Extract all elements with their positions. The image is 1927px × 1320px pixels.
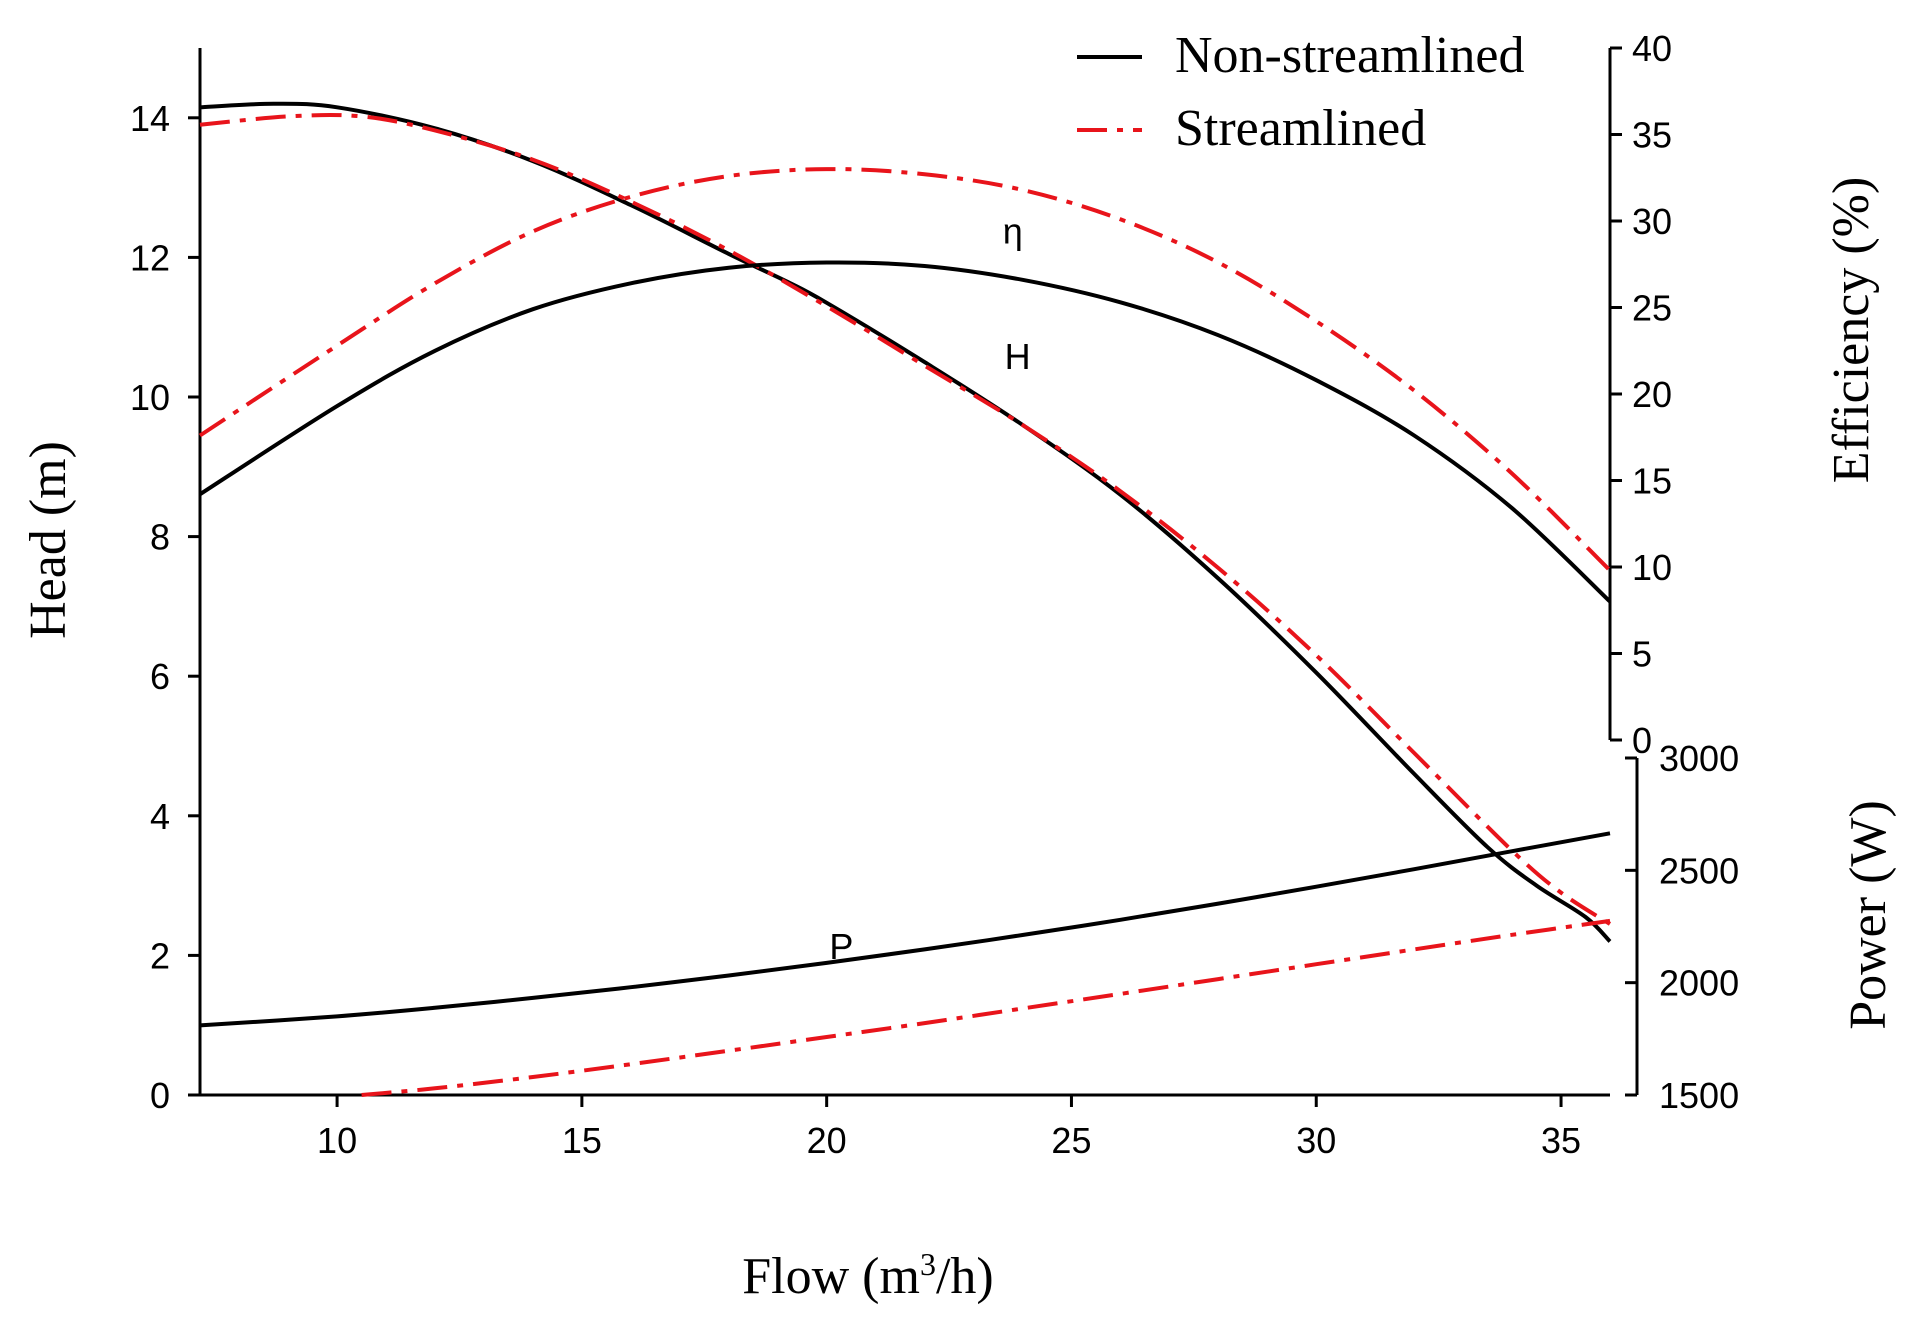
head-axis-title: Head (m) xyxy=(20,441,77,639)
power-tick-label: 1500 xyxy=(1659,1075,1739,1116)
x-tick-label: 20 xyxy=(807,1120,847,1161)
power-tick-label: 2000 xyxy=(1659,963,1739,1004)
head-tick-label: 12 xyxy=(130,237,170,278)
efficiency-tick-label: 0 xyxy=(1632,720,1652,761)
efficiency-tick-label: 25 xyxy=(1632,288,1672,329)
head-tick-label: 4 xyxy=(150,796,170,837)
head-tick-label: 10 xyxy=(130,377,170,418)
head-tick-label: 2 xyxy=(150,935,170,976)
head-tick-label: 14 xyxy=(130,98,170,139)
x-tick-label: 15 xyxy=(562,1120,602,1161)
power-axis-title: Power (W) xyxy=(1840,800,1897,1030)
streamlined-head-curve xyxy=(199,112,1612,926)
head-tick-label: 6 xyxy=(150,656,170,697)
efficiency-tick-label: 20 xyxy=(1632,374,1672,415)
streamlined-power-curve xyxy=(361,918,1611,1097)
x-axis-title: Flow (m3/h) xyxy=(742,1246,993,1305)
x-tick-label: 10 xyxy=(317,1120,357,1161)
legend-label-non-streamlined: Non-streamlined xyxy=(1175,27,1524,84)
efficiency-tick-label: 15 xyxy=(1632,461,1672,502)
non-streamlined-power-curve xyxy=(199,831,1611,1028)
non-streamlined-efficiency-curve xyxy=(198,260,1612,604)
legend: Non-streamlined Streamlined xyxy=(1077,27,1524,157)
streamlined-efficiency-curve xyxy=(198,167,1612,572)
power-tick-label: 3000 xyxy=(1659,738,1739,779)
efficiency-axis-title: Efficiency (%) xyxy=(1823,177,1880,484)
x-tick-label: 25 xyxy=(1051,1120,1091,1161)
x-tick-label: 35 xyxy=(1541,1120,1581,1161)
efficiency-tick-label: 40 xyxy=(1632,28,1672,69)
legend-label-streamlined: Streamlined xyxy=(1175,100,1426,157)
efficiency-tick-label: 10 xyxy=(1632,547,1672,588)
curve-annotation: η xyxy=(1003,210,1023,251)
x-tick-label: 30 xyxy=(1296,1120,1336,1161)
curve-annotation: P xyxy=(829,926,853,967)
efficiency-tick-label: 30 xyxy=(1632,201,1672,242)
efficiency-tick-label: 35 xyxy=(1632,115,1672,156)
non-streamlined-head-curve xyxy=(199,101,1612,943)
head-tick-label: 8 xyxy=(150,517,170,558)
curve-annotation: H xyxy=(1005,336,1031,377)
power-tick-label: 2500 xyxy=(1659,850,1739,891)
head-tick-label: 0 xyxy=(150,1075,170,1116)
efficiency-tick-label: 5 xyxy=(1632,634,1652,675)
